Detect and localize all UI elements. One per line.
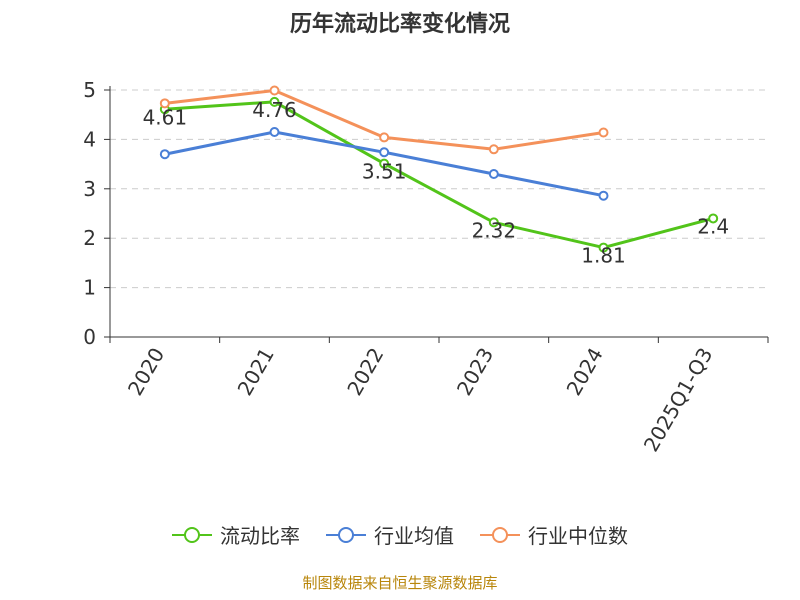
data-point	[379, 147, 390, 158]
data-point	[269, 126, 280, 137]
x-tick-label: 2025Q1-Q3	[639, 344, 718, 456]
legend: 流动比率 行业均值 行业中位数	[0, 520, 800, 549]
legend-marker-icon	[172, 526, 212, 543]
legend-label: 流动比率	[220, 524, 300, 548]
data-point	[598, 127, 609, 138]
data-point	[488, 217, 499, 228]
data-label: 1.81	[581, 244, 626, 268]
data-point	[708, 213, 719, 224]
y-tick-label: 2	[83, 226, 96, 250]
data-point	[379, 158, 390, 169]
series-line	[164, 100, 714, 250]
legend-item-industry-median[interactable]: 行业中位数	[480, 520, 628, 549]
data-point	[159, 149, 170, 160]
legend-item-current-ratio[interactable]: 流动比率	[172, 520, 300, 549]
source-note: 制图数据来自恒生聚源数据库	[302, 574, 498, 592]
data-label: 4.76	[252, 98, 297, 122]
x-tick-label: 2021	[233, 344, 279, 400]
y-tick-label: 5	[83, 78, 96, 102]
data-point	[159, 98, 170, 109]
data-point	[269, 96, 280, 107]
x-tick-label: 2022	[342, 344, 388, 400]
x-tick-label: 2024	[562, 344, 608, 400]
chart-title: 历年流动比率变化情况	[289, 12, 510, 37]
legend-marker-icon	[480, 526, 520, 543]
data-point	[488, 144, 499, 155]
data-point	[269, 85, 280, 96]
data-label: 3.51	[362, 160, 407, 184]
x-tick-label: 2020	[123, 344, 169, 400]
data-label: 4.61	[143, 105, 188, 129]
x-tick-label: 2023	[452, 344, 498, 400]
data-label: 2.32	[472, 218, 517, 242]
legend-item-industry-mean[interactable]: 行业均值	[326, 520, 454, 549]
legend-label: 行业中位数	[528, 524, 628, 548]
y-tick-label: 4	[83, 127, 96, 151]
data-point	[379, 132, 390, 143]
legend-marker-icon	[326, 526, 366, 543]
data-label: 2.4	[697, 214, 729, 238]
y-tick-label: 3	[83, 177, 96, 201]
data-point	[488, 168, 499, 179]
data-point	[598, 242, 609, 253]
data-point	[598, 190, 609, 201]
legend-label: 行业均值	[374, 524, 454, 548]
y-tick-label: 0	[83, 325, 96, 349]
y-tick-label: 1	[83, 276, 96, 300]
